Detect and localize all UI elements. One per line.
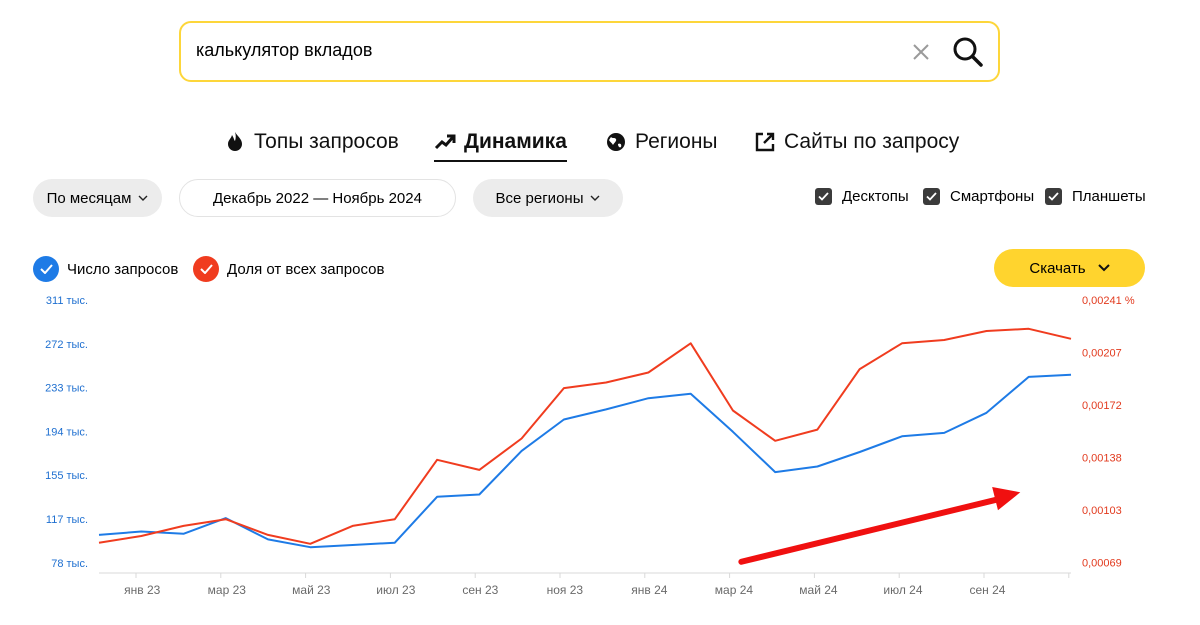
tab-regions[interactable]: Регионы: [605, 126, 718, 158]
x-tick-label: янв 24: [631, 583, 668, 597]
search-box[interactable]: калькулятор вкладов: [179, 21, 1000, 82]
legend-item-count[interactable]: Число запросов: [33, 256, 178, 282]
chevron-down-icon: [138, 195, 148, 201]
checkbox-desktops[interactable]: Десктопы: [815, 188, 909, 205]
checkbox-label: Смартфоны: [950, 188, 1035, 205]
x-tick-label: мар 23: [208, 583, 247, 597]
regions-dropdown[interactable]: Все регионы: [473, 179, 623, 217]
x-tick-label: май 24: [799, 583, 838, 597]
search-input[interactable]: калькулятор вкладов: [196, 40, 373, 60]
line-chart: янв 23 мар 23 май 23 июл 23 сен 23 ноя 23 янв …: [45, 295, 1135, 597]
annotation-arrow-line: [738, 494, 1010, 565]
globe-icon: [607, 133, 625, 151]
left-axis-label: 233 тыс.: [45, 383, 88, 395]
date-range-label: Декабрь 2022 — Ноябрь 2024: [213, 189, 422, 207]
legend-item-share[interactable]: Доля от всех запросов: [193, 256, 384, 282]
checkmark-icon: [815, 188, 832, 205]
fire-icon: [228, 132, 242, 151]
checkmark-icon: [1045, 188, 1062, 205]
x-tick-label: ноя 23: [547, 583, 584, 597]
tabs: Топы запросов Динамика Регионы Сайты по …: [0, 126, 1200, 162]
left-axis-label: 272 тыс.: [45, 339, 88, 351]
tab-label: Сайты по запросу: [784, 130, 960, 153]
right-axis-label: 0,00241 %: [1082, 295, 1135, 307]
x-tick-label: май 23: [292, 583, 331, 597]
left-axis-label: 194 тыс.: [45, 426, 88, 438]
annotation-arrow-head: [992, 486, 1021, 511]
x-tick-label: июл 24: [883, 583, 922, 597]
tab-sites[interactable]: Сайты по запросу: [754, 126, 959, 158]
x-tick-label: сен 24: [969, 583, 1005, 597]
period-dropdown[interactable]: По месяцам: [33, 179, 162, 217]
trend-up-icon: [434, 134, 456, 150]
tab-label: Топы запросов: [254, 130, 399, 153]
legend-label: Число запросов: [67, 260, 179, 278]
checkbox-label: Планшеты: [1072, 188, 1146, 205]
tab-label: Динамика: [464, 130, 567, 153]
right-axis-label: 0,00207: [1082, 348, 1122, 360]
right-axis-label: 0,00172: [1082, 400, 1122, 412]
left-axis-label: 311 тыс.: [46, 295, 88, 307]
download-button[interactable]: Скачать: [994, 249, 1145, 287]
right-axis-label: 0,00103: [1082, 505, 1122, 517]
checkmark-icon: [193, 256, 219, 282]
checkbox-smartphones[interactable]: Смартфоны: [923, 188, 1034, 205]
clear-icon[interactable]: [909, 40, 933, 64]
left-axis-label: 78 тыс.: [51, 558, 88, 570]
left-axis-label: 155 тыс.: [45, 470, 88, 482]
series-line-share: [98, 327, 1072, 545]
tab-label: Регионы: [635, 130, 718, 153]
x-tick-label: мар 24: [715, 583, 754, 597]
date-range-picker[interactable]: Декабрь 2022 — Ноябрь 2024: [179, 179, 456, 217]
x-tick-label: июл 23: [376, 583, 415, 597]
checkmark-icon: [923, 188, 940, 205]
regions-label: Все регионы: [495, 189, 584, 207]
tab-dynamics[interactable]: Динамика: [434, 126, 567, 162]
checkbox-tablets[interactable]: Планшеты: [1045, 188, 1146, 205]
legend-label: Доля от всех запросов: [227, 260, 385, 278]
download-label: Скачать: [1029, 259, 1086, 277]
search-icon[interactable]: [951, 35, 985, 69]
period-label: По месяцам: [46, 189, 132, 207]
tab-tops[interactable]: Топы запросов: [224, 126, 399, 158]
chevron-down-icon: [1097, 264, 1110, 272]
checkmark-icon: [33, 256, 59, 282]
right-axis-label: 0,00138: [1082, 453, 1122, 465]
left-axis-label: 117 тыс.: [46, 514, 88, 526]
series-line-count: [98, 373, 1072, 549]
x-tick-label: янв 23: [124, 583, 161, 597]
external-link-icon: [755, 132, 775, 152]
right-axis-label: 0,00069: [1082, 558, 1122, 570]
x-tick-label: сен 23: [462, 583, 498, 597]
checkbox-label: Десктопы: [842, 188, 909, 205]
chevron-down-icon: [590, 195, 600, 201]
